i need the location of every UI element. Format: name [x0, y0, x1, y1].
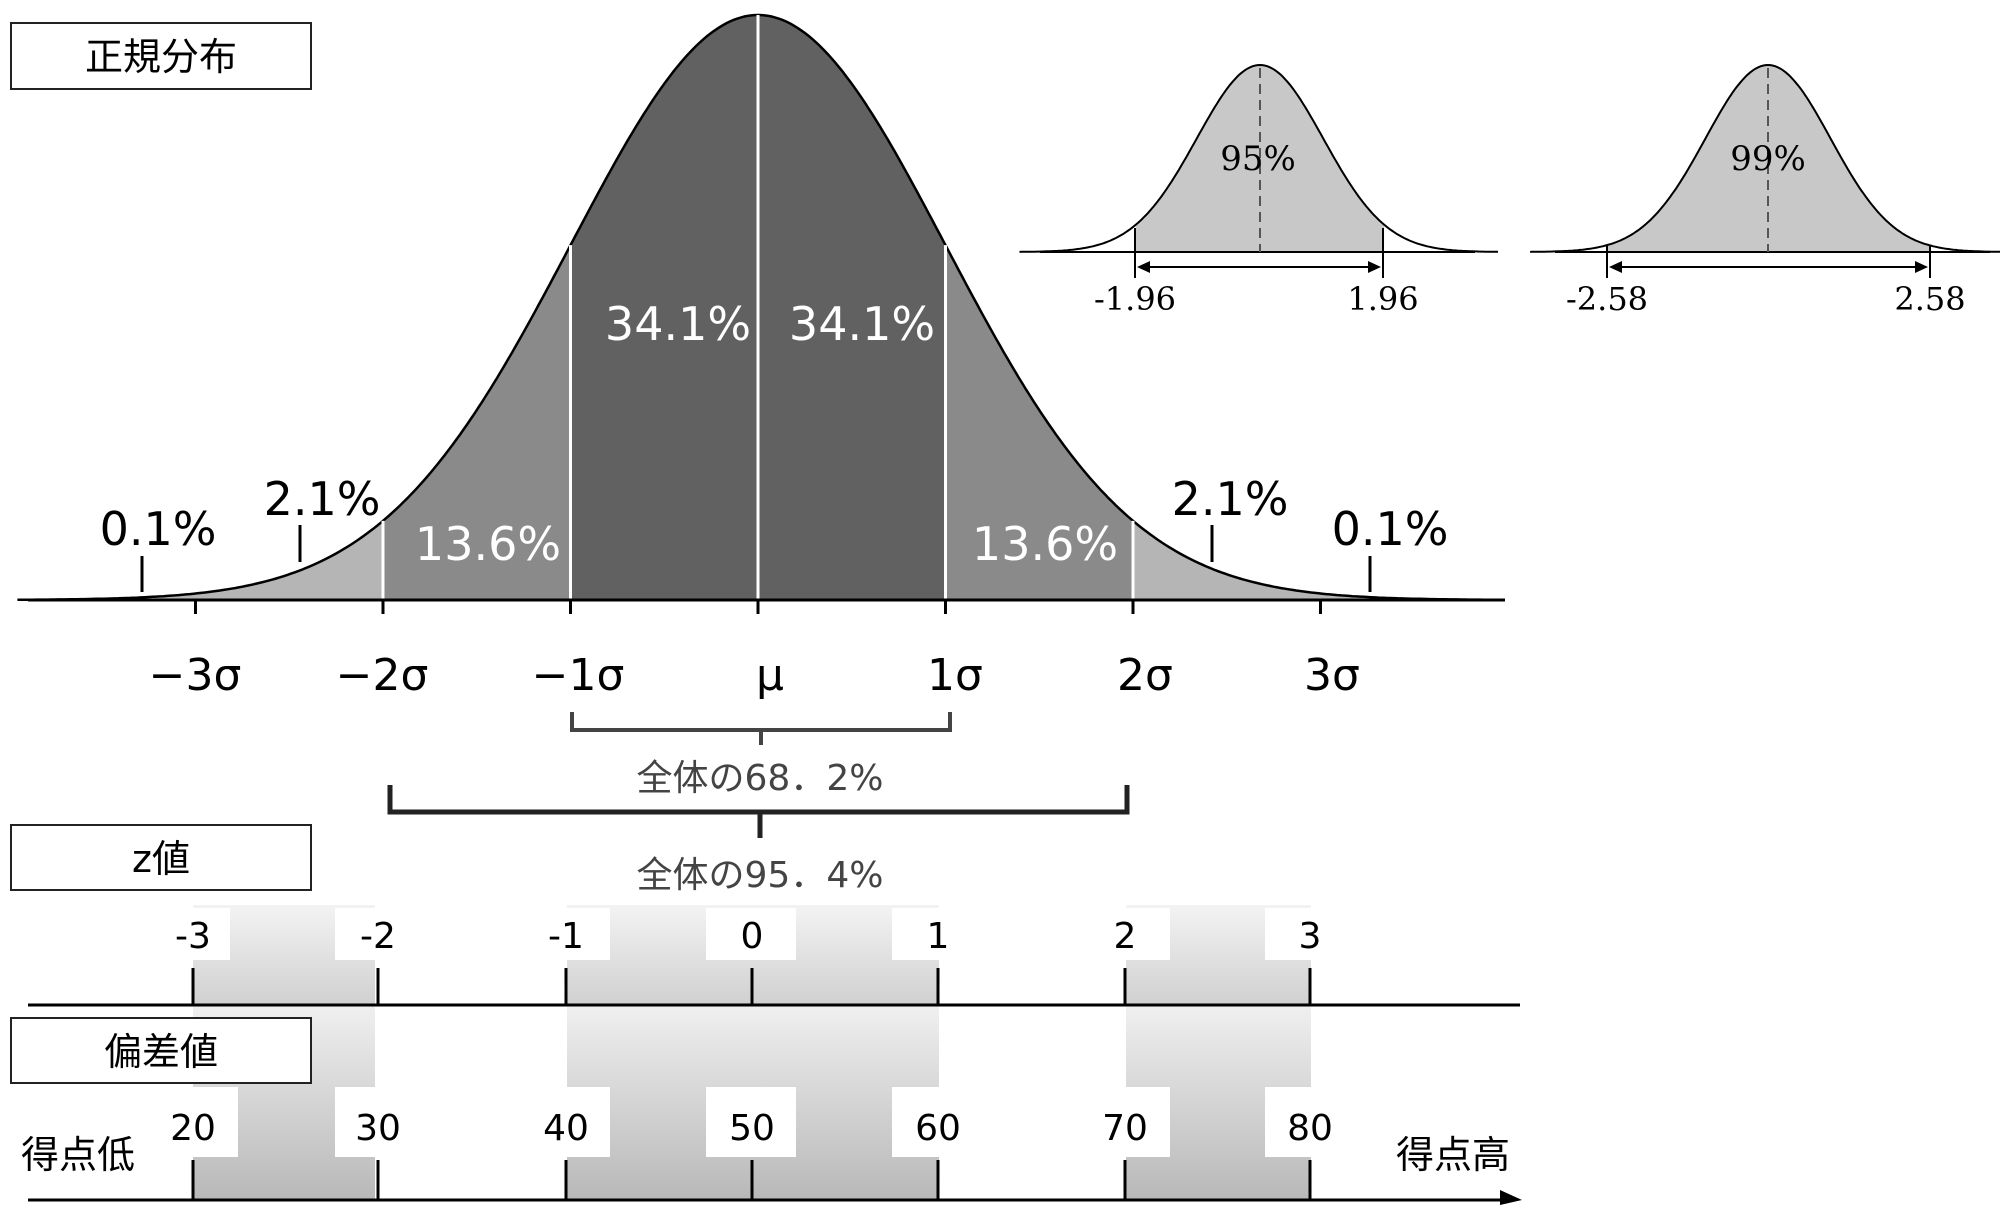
dev-label-bg: [335, 1087, 420, 1157]
dev-tick-label: 30: [355, 1108, 401, 1149]
z-tick-label: -1: [548, 916, 584, 957]
dev-label-bg: [1265, 1087, 1355, 1157]
bell-region: [1133, 520, 1321, 600]
percent-outer-left: 2.1%: [264, 472, 381, 526]
dev-tick-label: 80: [1287, 1108, 1333, 1149]
deviation-axis-arrow: [1500, 1190, 1522, 1205]
inset-95-right-label: 1.96: [1347, 280, 1418, 318]
z-tick-label: 3: [1299, 916, 1322, 957]
dev-tick-label: 20: [170, 1108, 216, 1149]
bell-region: [570, 15, 758, 600]
sigma-label: 2σ: [1117, 650, 1173, 701]
z-tick-label: 2: [1114, 916, 1137, 957]
inset-99-percent: 99%: [1730, 139, 1806, 179]
inset-95-curve: [1019, 63, 1498, 253]
inset-99-arrow-head-right: [1915, 261, 1928, 273]
sigma-label: −3σ: [149, 650, 242, 701]
normal-distribution-title: 正規分布: [85, 35, 237, 79]
inset-95-percent: 95%: [1220, 139, 1296, 179]
inset-95-arrow-head-right: [1368, 261, 1381, 273]
sigma-label: 3σ: [1304, 650, 1360, 701]
z-value-title: z値: [132, 837, 190, 881]
z-label-bg: [892, 908, 982, 960]
percent-outer-right: 2.1%: [1172, 472, 1289, 526]
z-label-bg: [160, 908, 230, 960]
z-tick-label: 1: [927, 916, 950, 957]
bracket-68: [570, 712, 952, 745]
z-tick-labels: -3 -2 -1 0 1 2 3: [160, 908, 1355, 960]
bell-region: [758, 15, 946, 600]
sigma-label: μ: [756, 650, 784, 701]
normal-distribution-box: [10, 22, 312, 90]
z-value-box: [10, 824, 312, 891]
sigma-tick-marks: [194, 600, 1322, 614]
sigma-label: 1σ: [927, 650, 983, 701]
sigma-label: −1σ: [532, 650, 625, 701]
deviation-title: 偏差値: [104, 1030, 218, 1074]
dev-tick-label: 70: [1102, 1108, 1148, 1149]
deviation-tick-labels: 20 30 40 50 60 70 80: [160, 1087, 1355, 1157]
deviation-tick-marks: [191, 1160, 1312, 1200]
dev-label-bg: [530, 1087, 610, 1157]
dev-label-bg: [160, 1087, 238, 1157]
dev-tick-label: 60: [915, 1108, 961, 1149]
bracket-95-label: 全体の95．4%: [637, 855, 884, 896]
percent-tail-right: 0.1%: [1332, 502, 1449, 556]
dev-tick-label: 40: [543, 1108, 589, 1149]
bracket-95: [387, 785, 1130, 838]
z-tick-label: 0: [741, 916, 764, 957]
z-tick-label: -2: [360, 916, 396, 957]
deviation-box: [10, 1017, 312, 1084]
inset-99-curve: [1530, 63, 2000, 253]
bracket-68-label: 全体の68．2%: [637, 758, 884, 799]
percent-center-left: 34.1%: [605, 297, 751, 351]
z-label-bg: [1265, 908, 1355, 960]
inset-95-area: [1135, 65, 1385, 252]
bell-region: [195, 520, 383, 600]
z-label-bg: [706, 908, 796, 960]
low-score-label: 得点低: [21, 1133, 135, 1177]
bell-region: [1320, 593, 1490, 600]
sigma-label: −2σ: [336, 650, 429, 701]
inset-99-area: [1606, 65, 1930, 252]
dev-label-bg: [706, 1087, 796, 1157]
inset-95-left-label: -1.96: [1094, 280, 1176, 318]
high-score-label: 得点高: [1396, 1133, 1510, 1177]
sigma-dividers: [381, 15, 1135, 600]
dev-label-bg: [892, 1087, 982, 1157]
z-label-bg: [530, 908, 610, 960]
dev-label-bg: [1085, 1087, 1170, 1157]
z-label-bg: [335, 908, 420, 960]
percent-tail-left: 0.1%: [100, 502, 217, 556]
z-tick-label: -3: [175, 916, 211, 957]
inset-99-arrow-head-left: [1609, 261, 1622, 273]
bell-curve-line: [17, 13, 1495, 602]
z-tick-marks: [191, 968, 1312, 1005]
inset-95-chart: 95% -1.96 1.96: [1019, 63, 1498, 318]
bell-region: [26, 593, 196, 600]
inset-95-arrow-head-left: [1137, 261, 1150, 273]
z-label-bg: [1085, 908, 1170, 960]
inset-99-chart: 99% -2.58 2.58: [1530, 63, 2000, 318]
inset-99-right-label: 2.58: [1894, 280, 1965, 318]
percent-mid-left: 13.6%: [415, 517, 561, 571]
percent-center-right: 34.1%: [789, 297, 935, 351]
sigma-labels: −3σ −2σ −1σ μ 1σ 2σ 3σ: [149, 650, 1360, 701]
inset-99-left-label: -2.58: [1566, 280, 1648, 318]
percent-mid-right: 13.6%: [972, 517, 1118, 571]
dev-tick-label: 50: [729, 1108, 775, 1149]
